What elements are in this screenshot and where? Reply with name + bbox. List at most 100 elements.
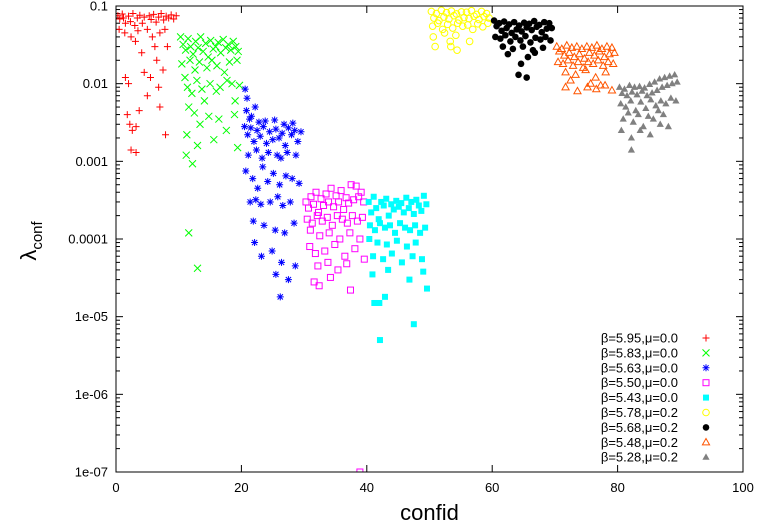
data-point: [331, 240, 339, 248]
data-point: [619, 115, 627, 122]
data-point: [373, 205, 380, 212]
series-6: [427, 6, 493, 54]
data-point: [468, 25, 477, 34]
data-point: [398, 200, 405, 207]
data-point: [259, 163, 267, 171]
data-point: [214, 38, 223, 47]
data-point: [131, 37, 139, 45]
data-point: [365, 198, 372, 205]
data-point: [561, 82, 571, 91]
data-point: [221, 43, 230, 52]
data-point: [184, 34, 192, 43]
data-point: [518, 28, 525, 35]
data-point: [403, 243, 410, 250]
data-point: [525, 20, 533, 28]
y-tick-label: 1e-06: [75, 387, 108, 402]
data-point: [652, 101, 660, 109]
data-point: [482, 9, 491, 18]
data-point: [352, 182, 360, 190]
data-point: [256, 132, 264, 140]
data-point: [420, 268, 427, 275]
data-point: [195, 58, 204, 66]
data-point: [283, 148, 291, 156]
data-point: [216, 83, 224, 92]
data-point: [152, 18, 160, 26]
data-point: [125, 80, 133, 88]
data-point: [662, 100, 670, 107]
data-point: [581, 65, 591, 74]
data-point: [672, 97, 680, 104]
data-point: [177, 59, 186, 68]
data-point: [306, 226, 314, 234]
data-point: [272, 125, 280, 133]
x-tick-label: 20: [234, 480, 248, 495]
data-point: [409, 253, 416, 260]
data-point: [328, 221, 336, 229]
data-point: [607, 42, 617, 51]
data-point: [318, 217, 326, 225]
data-point: [366, 236, 373, 242]
legend-marker: [702, 408, 710, 417]
data-point: [376, 299, 383, 306]
data-point: [269, 136, 277, 144]
data-point: [257, 252, 265, 260]
data-point: [566, 75, 576, 84]
data-point: [252, 146, 260, 154]
data-point: [497, 35, 504, 42]
data-point: [586, 78, 596, 87]
data-point: [528, 26, 536, 34]
data-point: [337, 187, 345, 195]
data-point: [417, 229, 424, 236]
data-point: [292, 151, 300, 159]
data-point: [378, 198, 385, 205]
data-point: [507, 38, 514, 45]
data-point: [131, 22, 139, 30]
data-point: [369, 271, 376, 278]
data-point: [643, 91, 651, 99]
data-point: [418, 256, 425, 263]
data-point: [160, 16, 168, 24]
data-point: [146, 74, 154, 82]
data-point: [592, 40, 602, 49]
data-point: [370, 253, 377, 260]
data-point: [289, 119, 297, 127]
data-point: [673, 78, 681, 85]
data-point: [233, 56, 241, 65]
data-point: [420, 192, 427, 199]
data-point: [121, 29, 129, 37]
x-tick-label: 60: [485, 480, 499, 495]
data-point: [615, 83, 624, 90]
data-point: [406, 276, 413, 283]
data-point: [129, 10, 137, 18]
data-point: [381, 293, 388, 300]
y-tick-label: 0.1: [90, 0, 108, 14]
data-point: [276, 181, 284, 189]
data-point: [543, 25, 551, 33]
data-point: [264, 148, 272, 156]
data-point: [193, 264, 202, 273]
data-point: [134, 27, 142, 35]
data-point: [412, 239, 419, 246]
data-point: [347, 181, 355, 189]
series-7: [490, 17, 556, 81]
data-point: [235, 81, 244, 90]
data-point: [446, 37, 454, 46]
data-point: [338, 215, 346, 223]
x-tick-label: 0: [112, 480, 119, 495]
data-point: [561, 67, 571, 76]
data-point: [284, 124, 292, 132]
data-point: [231, 42, 240, 51]
data-point: [193, 141, 202, 150]
data-point: [346, 286, 354, 294]
data-point: [224, 40, 233, 49]
data-point: [143, 92, 151, 100]
data-point: [244, 151, 252, 159]
data-point: [542, 33, 549, 41]
data-point: [562, 40, 572, 49]
data-point: [159, 66, 167, 74]
data-point: [223, 76, 231, 85]
data-point: [554, 46, 564, 55]
data-point: [371, 299, 378, 306]
data-point: [564, 47, 574, 56]
data-point: [147, 16, 155, 24]
